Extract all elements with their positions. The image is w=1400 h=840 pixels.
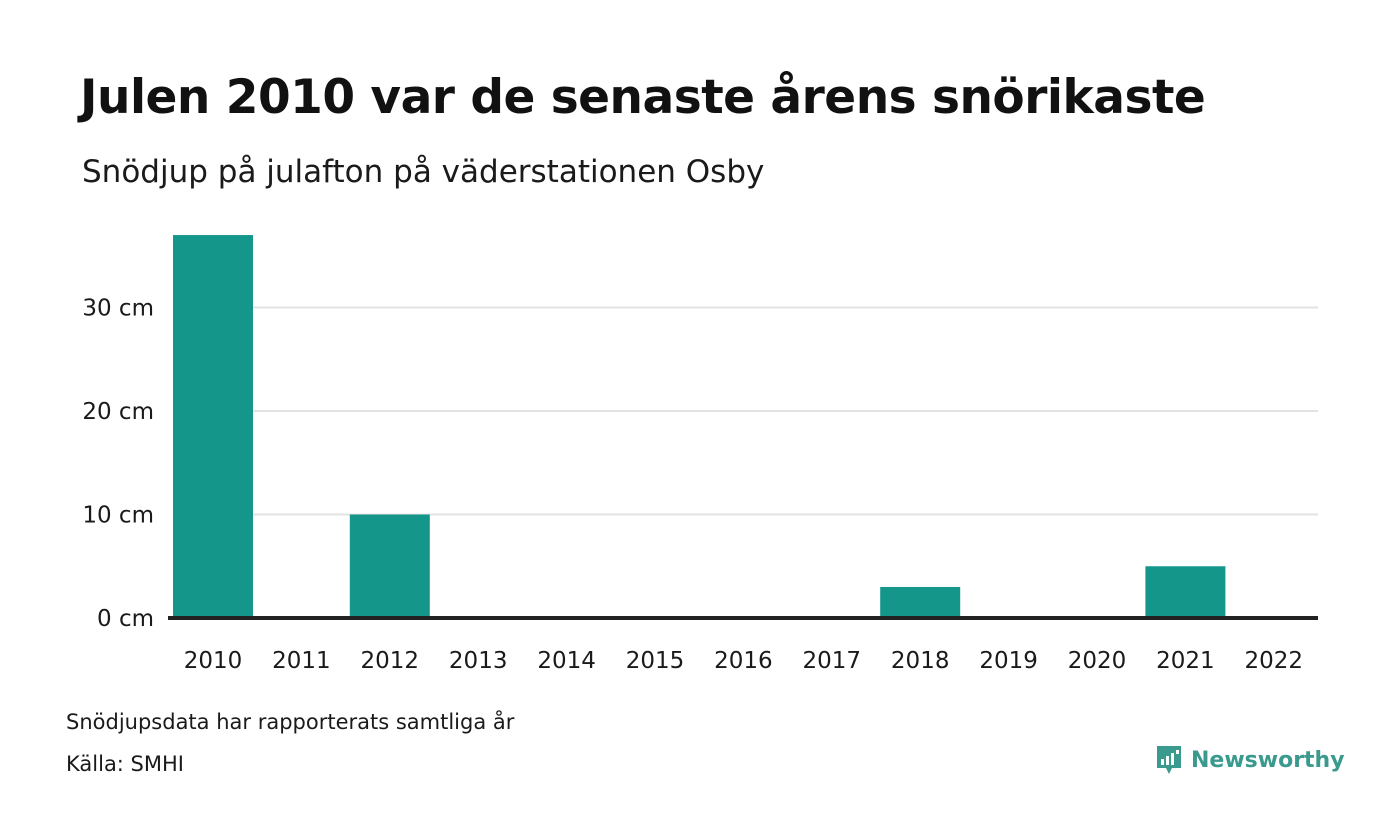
x-tick-label: 2022 [1245,648,1304,674]
x-tick-label: 2011 [272,648,331,674]
x-tick-label: 2012 [361,648,420,674]
y-tick-label: 30 cm [82,296,154,322]
source-note: Källa: SMHI [66,752,184,776]
y-tick-label: 0 cm [97,606,154,632]
chart-subtitle: Snödjup på julafton på väderstationen Os… [82,154,765,190]
bar-2012 [349,514,430,618]
bar-2018 [880,586,961,618]
x-tick-label: 2018 [891,648,950,674]
y-tick-label: 20 cm [82,399,154,425]
brand-name: Newsworthy [1191,747,1345,773]
x-tick-label: 2013 [449,648,508,674]
x-tick-label: 2019 [979,648,1038,674]
newsworthy-logo-icon [1157,746,1181,774]
x-tick-label: 2010 [184,648,243,674]
x-tick-label: 2020 [1068,648,1127,674]
bar-2021 [1145,566,1226,618]
x-tick-label: 2015 [626,648,685,674]
x-tick-label: 2016 [714,648,773,674]
x-tick-label: 2017 [803,648,862,674]
data-note: Snödjupsdata har rapporterats samtliga å… [66,710,515,734]
newsworthy-logo: Newsworthy [1155,744,1345,776]
chart-title: Julen 2010 var de senaste årens snörikas… [80,70,1206,125]
bar-2010 [173,235,253,619]
y-tick-label: 10 cm [82,503,154,529]
x-tick-label: 2021 [1156,648,1215,674]
x-tick-label: 2014 [537,648,596,674]
